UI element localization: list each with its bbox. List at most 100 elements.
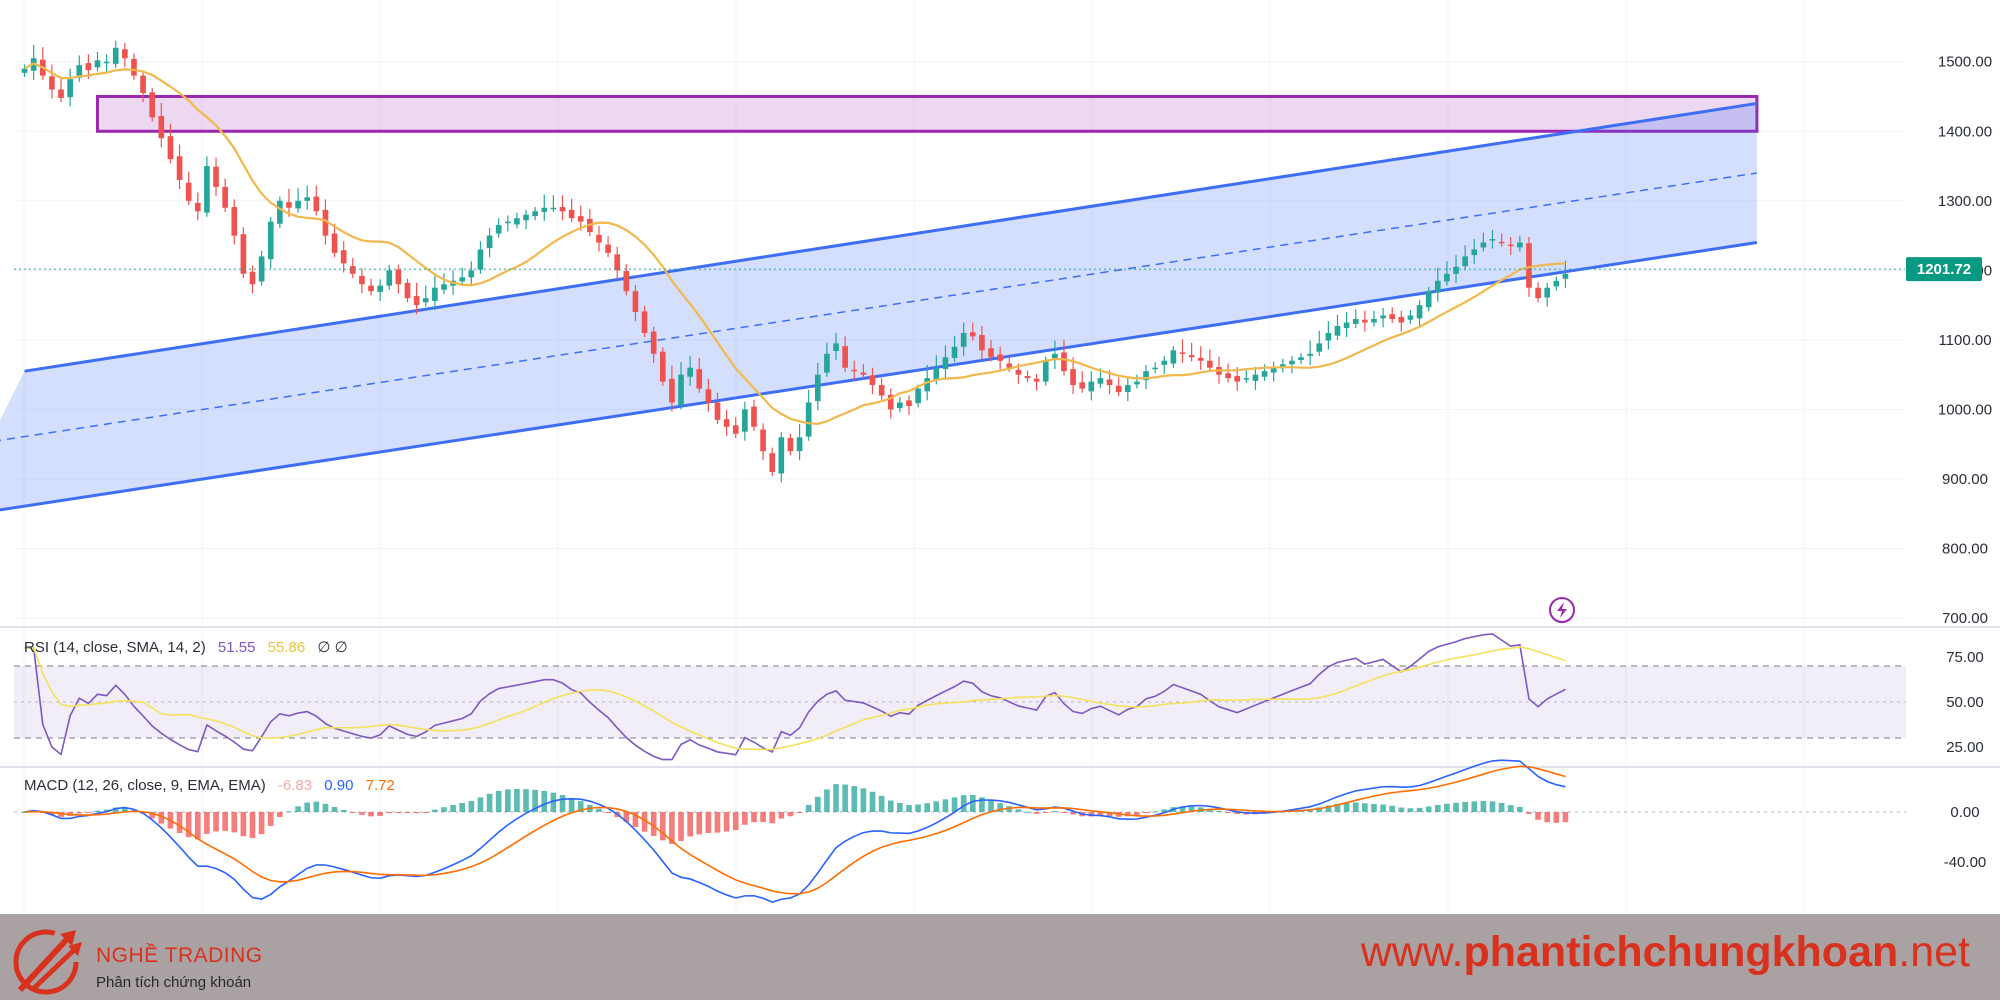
- candle-body: [368, 285, 374, 292]
- macd-histogram-bar: [723, 812, 730, 832]
- candle-body: [1471, 249, 1478, 256]
- macd-histogram-bar: [213, 812, 219, 832]
- rsi-tick-label: 75.00: [1946, 649, 1984, 666]
- macd-histogram-bar: [1553, 812, 1560, 823]
- candle-body: [1061, 352, 1067, 372]
- candle-body: [58, 89, 64, 98]
- candle-body: [1270, 367, 1277, 373]
- candle-body: [158, 115, 165, 139]
- macd-histogram-bar: [605, 812, 611, 813]
- candle-body: [805, 402, 812, 437]
- candle-body: [1289, 360, 1295, 365]
- macd-histogram-bar: [742, 812, 748, 825]
- candle-body: [240, 234, 247, 274]
- rsi-tick-label: 25.00: [1946, 739, 1984, 756]
- macd-histogram-bar: [988, 800, 994, 812]
- candle-body: [504, 221, 511, 224]
- candle-body: [659, 351, 666, 382]
- stock-chart: 1500.001400.001300.001200.001100.001000.…: [0, 0, 2000, 912]
- macd-histogram-bar: [1526, 812, 1532, 814]
- candle-body: [860, 372, 867, 375]
- resistance-zone: [96, 94, 1759, 133]
- candle-body: [1161, 360, 1168, 365]
- candle-body: [122, 49, 128, 59]
- candle-body: [286, 202, 292, 208]
- candle-body: [1124, 385, 1131, 393]
- price-tick-label: 900.00: [1942, 471, 1988, 488]
- macd-histogram-bar: [459, 803, 466, 812]
- macd-histogram-bar: [1489, 801, 1496, 812]
- price-tick-label: 1000.00: [1938, 401, 1992, 418]
- macd-histogram-bar: [21, 812, 28, 813]
- site-suffix: .net: [1898, 928, 1970, 976]
- macd-histogram-bar: [824, 789, 830, 812]
- rsi-value: 51.55: [218, 639, 256, 656]
- macd-histogram-bar: [960, 795, 967, 812]
- macd-histogram-bar: [304, 802, 311, 812]
- candle-body: [1562, 273, 1569, 279]
- macd-histogram-bar: [596, 808, 602, 812]
- candle-body: [213, 166, 219, 187]
- macd-histogram-bar: [495, 790, 502, 812]
- price-axis: 1500.001400.001300.001200.001100.001000.…: [1938, 54, 1992, 627]
- candle-body: [997, 354, 1003, 361]
- candle-body: [1088, 381, 1095, 392]
- candle-body: [669, 378, 675, 403]
- macd-histogram-bar: [833, 784, 839, 812]
- macd-histogram-bar: [1015, 809, 1022, 812]
- candle-body: [924, 378, 931, 392]
- candle-body: [824, 353, 830, 373]
- macd-histogram-bar: [450, 805, 456, 812]
- candle-body: [1352, 319, 1359, 324]
- macd-histogram-bar: [258, 812, 265, 835]
- candle-body: [331, 233, 338, 253]
- candle-body: [1507, 244, 1514, 247]
- candle-body: [486, 235, 493, 249]
- macd-histogram-bar: [1398, 807, 1405, 812]
- candle-body: [514, 218, 520, 225]
- lightning-bolt-icon[interactable]: [1549, 597, 1575, 623]
- candle-body: [1298, 357, 1304, 361]
- candle-body: [751, 406, 757, 427]
- macd-histogram-bar: [514, 788, 520, 812]
- macd-histogram-bar: [1061, 812, 1067, 813]
- candle-body: [94, 60, 101, 68]
- macd-histogram-bar: [331, 807, 338, 812]
- macd-histogram-bar: [1407, 808, 1414, 812]
- macd-histogram-bar: [869, 791, 876, 812]
- candle-body: [1343, 322, 1350, 329]
- candle-body: [103, 61, 110, 64]
- macd-histogram-bar: [641, 812, 648, 832]
- macd-histogram-bar: [1216, 810, 1222, 812]
- candle-body: [1179, 352, 1186, 354]
- candle-body: [313, 196, 320, 212]
- macd-tick-label: -40.00: [1944, 854, 1987, 871]
- macd-histogram-bar: [842, 784, 848, 812]
- rsi-sma-value: 55.86: [268, 639, 306, 656]
- macd-histogram-bar: [997, 803, 1003, 812]
- macd-legend-label[interactable]: MACD (12, 26, close, 9, EMA, EMA) -6.83 …: [24, 777, 395, 794]
- candle-body: [1316, 343, 1323, 352]
- macd-histogram-bar: [432, 809, 438, 812]
- rsi-legend-label[interactable]: RSI (14, close, SMA, 14, 2) 51.55 55.86 …: [24, 639, 348, 656]
- candle-body: [1489, 239, 1496, 241]
- website-url[interactable]: www.phantichchungkhoan.net: [1361, 928, 1970, 977]
- macd-histogram-bar: [1507, 805, 1514, 812]
- candle-body: [1197, 357, 1204, 361]
- macd-histogram-bar: [85, 812, 92, 813]
- candle-body: [541, 207, 548, 212]
- macd-histogram-bar: [933, 801, 940, 812]
- rsi-sma-line: [24, 646, 1566, 751]
- candle-body: [1444, 273, 1450, 282]
- macd-histogram-bar: [222, 812, 228, 831]
- candle-body: [1553, 280, 1560, 287]
- price-channel: [0, 101, 1758, 512]
- price-tick-label: 700.00: [1942, 610, 1988, 627]
- macd-histogram-bar: [1562, 812, 1569, 823]
- macd-histogram-bar: [1434, 804, 1441, 812]
- macd-histogram-bar: [1124, 812, 1131, 817]
- macd-histogram-bar: [951, 797, 958, 812]
- candle-body: [577, 216, 584, 222]
- candle-body: [386, 270, 393, 286]
- macd-histogram-bar: [796, 812, 803, 813]
